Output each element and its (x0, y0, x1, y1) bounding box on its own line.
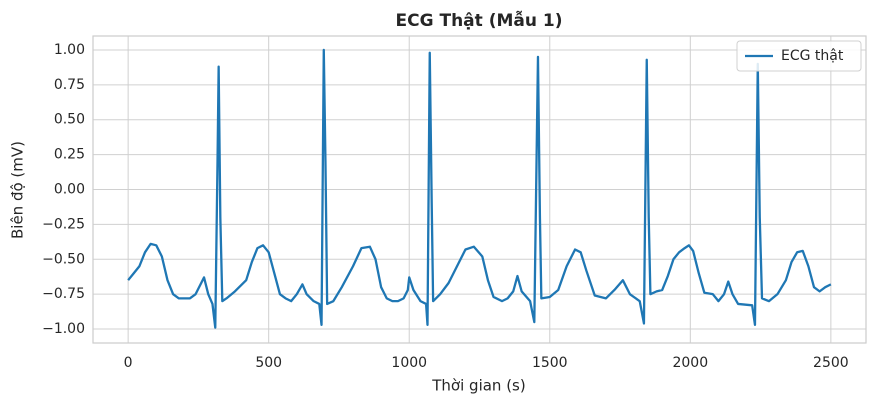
x-tick-label: 0 (124, 355, 133, 371)
x-tick-label: 1500 (532, 355, 568, 371)
y-tick-label: −0.25 (42, 216, 85, 232)
y-axis-label: Biên độ (mV) (9, 141, 27, 239)
x-tick-label: 2500 (813, 355, 849, 371)
plot-frame (92, 35, 867, 344)
legend-label: ECG thật (781, 48, 844, 64)
chart-title: ECG Thật (Mẫu 1) (396, 9, 563, 31)
y-tick-label: 0.75 (54, 77, 85, 93)
y-tick-label: −0.50 (42, 251, 85, 267)
legend-box (736, 40, 862, 72)
x-axis-label: Thời gian (s) (431, 377, 525, 395)
y-tick-label: 0.50 (54, 112, 85, 128)
y-tick-label: 1.00 (54, 42, 85, 58)
x-tick-label: 2000 (672, 355, 708, 371)
x-tick-label: 500 (255, 355, 282, 371)
y-tick-label: −0.75 (42, 286, 85, 302)
y-tick-label: −1.00 (42, 321, 85, 337)
x-tick-label: 1000 (391, 355, 427, 371)
y-tick-label: 0.25 (54, 147, 85, 163)
ecg-line (127, 48, 832, 329)
y-tick-label: 0.00 (54, 182, 85, 198)
